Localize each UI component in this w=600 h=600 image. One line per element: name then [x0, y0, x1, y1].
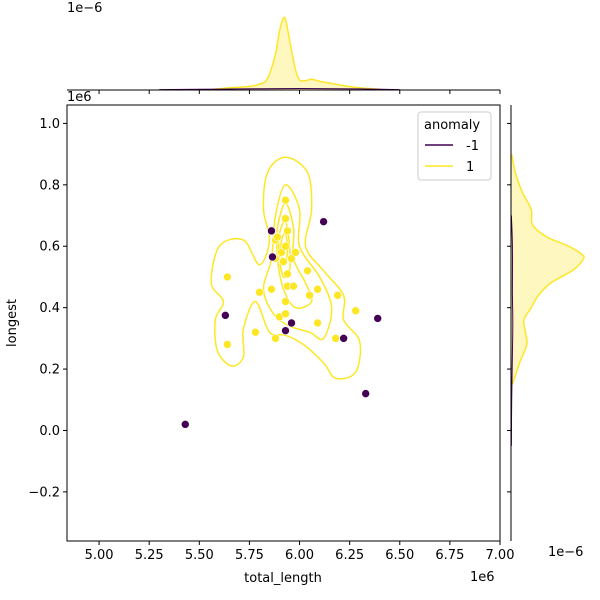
scatter-point-normal [279, 257, 288, 266]
legend: anomaly -1 1 [417, 111, 492, 181]
scatter-point-normal [289, 281, 298, 291]
scatter-point-normal [273, 232, 282, 242]
right-marginal-anomaly-line [510, 215, 514, 446]
scatter-point-anomaly [180, 420, 190, 429]
right-marginal-density-line [510, 153, 585, 385]
scatter-point-anomaly [268, 252, 277, 262]
scatter-point-anomaly [361, 389, 370, 398]
scatter-point-normal [283, 226, 292, 236]
scatter-point-anomaly [287, 318, 296, 328]
y-tick-label: 0.4 [39, 301, 60, 316]
scatter-point-normal [287, 254, 296, 263]
legend-label-normal: 1 [466, 160, 474, 175]
x-axis-ticks: 5.00 5.25 5.50 5.75 6.00 6.25 6.50 6.75 7.00 [85, 541, 515, 563]
kde-contours [210, 156, 362, 380]
scatter-point-normal [281, 297, 290, 306]
legend-title: anomaly [424, 118, 480, 133]
scatter-point-normal [303, 266, 312, 276]
scatter-point-normal [277, 248, 286, 257]
scatter-point-normal [291, 248, 300, 257]
scatter-point-normal [313, 318, 322, 328]
scatter-point-normal [305, 291, 314, 300]
y-tick-label: 0.8 [39, 178, 60, 193]
scatter-point-normal [223, 340, 232, 349]
legend-label-anomaly: -1 [466, 139, 479, 154]
top-marginal-offset-text: 1e−6 [67, 1, 102, 16]
scatter-point-normal [283, 269, 292, 279]
scatter-point-normal [255, 287, 264, 297]
x-tick-label: 5.25 [135, 548, 164, 563]
x-tick-label: 6.75 [435, 548, 464, 563]
right-marginal-density-fill [511, 154, 585, 385]
scatter-point-normal [331, 334, 340, 343]
top-marginal-density-fill [213, 17, 380, 90]
plot-frame [66, 104, 501, 542]
top-marginal-density-line [213, 16, 380, 91]
y-tick-label: 0.6 [39, 240, 60, 255]
right-marginal-offset-text: 1e−6 [548, 545, 583, 560]
x-tick-label: 6.25 [335, 548, 364, 563]
y-tick-label: 1.0 [39, 117, 60, 132]
x-axis-label: total_length [244, 571, 322, 586]
scatter-point-normal [313, 284, 322, 294]
right-marginal: 1e−6 [507, 105, 585, 560]
top-marginal-anomaly-line [159, 88, 400, 91]
y-axis-offset-text: 1e6 [67, 90, 92, 105]
y-tick-label: −0.2 [28, 485, 60, 500]
scatter-point-normal [267, 284, 276, 294]
scatter-point-normal [281, 241, 290, 251]
x-tick-label: 7.00 [486, 548, 515, 563]
scatter-point-anomaly [267, 226, 276, 236]
scatter-point-normal [281, 309, 290, 319]
y-axis-label: longest [5, 299, 20, 347]
scatter-point-normal [333, 291, 342, 300]
x-tick-label: 5.75 [235, 548, 264, 563]
top-marginal: 1e−6 [67, 1, 501, 94]
x-tick-label: 6.00 [285, 548, 314, 563]
y-tick-label: 0.2 [39, 363, 60, 378]
scatter-point-normal [271, 334, 280, 343]
y-axis-ticks: −0.2 0.0 0.2 0.4 0.6 0.8 1.0 [28, 117, 67, 500]
scatter-point-normal [251, 327, 260, 337]
x-tick-label: 5.00 [85, 548, 114, 563]
scatter-point-normal [351, 306, 360, 316]
scatter-point-normal [281, 214, 290, 223]
y-tick-label: 0.0 [39, 424, 60, 439]
x-tick-label: 6.50 [385, 548, 414, 563]
x-axis-offset-text: 1e6 [470, 570, 495, 585]
scatter-point-anomaly [339, 334, 348, 343]
kde-contour-line [210, 156, 362, 380]
x-tick-label: 5.50 [185, 548, 214, 563]
scatter-points [180, 195, 383, 429]
main-axes: 5.00 5.25 5.50 5.75 6.00 6.25 6.50 6.75 7.00 −0.… [5, 90, 514, 586]
scatter-point-anomaly [373, 314, 383, 323]
scatter-point-anomaly [281, 326, 290, 335]
scatter-point-normal [223, 272, 232, 282]
scatter-point-anomaly [319, 217, 328, 226]
scatter-point-normal [281, 195, 290, 205]
legend-box [417, 111, 492, 181]
scatter-point-anomaly [221, 311, 230, 320]
